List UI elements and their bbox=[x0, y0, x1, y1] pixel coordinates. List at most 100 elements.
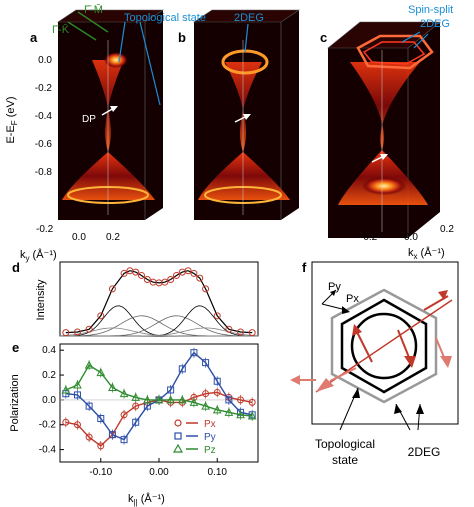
polarization-point-pz bbox=[189, 397, 199, 406]
polarization-y-tick-label: 0.0 bbox=[42, 395, 56, 406]
panel-label-e: e bbox=[12, 340, 19, 355]
spin-split-label: Spin-split bbox=[408, 4, 453, 16]
intensity-data-point bbox=[202, 285, 210, 293]
schematic-frame bbox=[311, 261, 459, 425]
polarization-point-py bbox=[167, 386, 175, 394]
polarization-point-py bbox=[120, 436, 128, 444]
ky-tick-2: 0.2 bbox=[106, 232, 120, 243]
intensity-data-point bbox=[97, 312, 105, 320]
polarization-y-tick-label: -0.2 bbox=[39, 420, 57, 431]
top-y-tick-0: 0.0 bbox=[38, 55, 52, 66]
intensity-data-point bbox=[225, 325, 233, 333]
schematic-spin-arrow-1-head bbox=[316, 378, 334, 392]
dp-arrow-b-head bbox=[243, 114, 251, 120]
arpes-c-bottom-glow bbox=[362, 177, 406, 195]
topological-state-label: Topological state bbox=[124, 12, 206, 24]
polarization-point-px bbox=[120, 411, 128, 419]
intensity-data-point bbox=[62, 329, 70, 337]
arpes-a-box bbox=[58, 10, 163, 220]
schematic-inner-hexagon bbox=[340, 298, 428, 394]
gamma-k-label: Γ̄-K̄ bbox=[52, 23, 70, 36]
polarization-point-py bbox=[213, 377, 221, 385]
ky-tick-0: -0.2 bbox=[36, 224, 54, 235]
topo-arrow-2 bbox=[139, 21, 161, 106]
arpes-panel-c bbox=[327, 21, 441, 238]
polarization-point-pz bbox=[236, 410, 245, 419]
schematic-2deg-pointer-1-head bbox=[394, 404, 402, 414]
polarization-point-px bbox=[132, 402, 140, 410]
polarization-point-px bbox=[248, 398, 256, 406]
legend-px-marker bbox=[174, 419, 182, 427]
polarization-point-px bbox=[73, 421, 81, 429]
polarization-point-px bbox=[202, 390, 210, 398]
intensity-data-point bbox=[73, 328, 81, 336]
kx-tick-1: 0.0 bbox=[404, 232, 418, 243]
intensity-data-point bbox=[184, 267, 192, 275]
polarization-point-px bbox=[237, 396, 245, 404]
dp-arrows bbox=[101, 106, 388, 163]
polarization-point-pz bbox=[224, 407, 234, 416]
polarization-point-py bbox=[108, 431, 116, 439]
polarization-point-pz bbox=[177, 395, 187, 404]
intensity-data-point bbox=[161, 278, 169, 286]
polarization-point-pz bbox=[119, 389, 129, 398]
top-y-tick-3: -0.6 bbox=[35, 139, 53, 150]
polarization-point-pz bbox=[154, 395, 164, 404]
schematic-spin-arrow-4-head bbox=[438, 290, 448, 300]
arpes-c-2deg-hex-inner bbox=[362, 41, 426, 65]
intensity-data-point bbox=[167, 275, 175, 283]
schematic-spin-arrow-6-head bbox=[290, 375, 300, 385]
kx-axis: -0.2 0.0 0.2 kx (Å⁻¹) bbox=[360, 224, 454, 261]
polarization-series bbox=[61, 347, 257, 451]
top-y-tick-2: -0.4 bbox=[35, 111, 53, 122]
kx-tick-0: -0.2 bbox=[360, 232, 378, 243]
top-y-axis-title: E-EF (eV) bbox=[5, 96, 19, 143]
intensity-data-point bbox=[143, 275, 151, 283]
legend-px-label: Px bbox=[204, 419, 216, 430]
polarization-ylabel: Polarization bbox=[9, 374, 21, 431]
schematic-py-arrow-head bbox=[330, 290, 336, 296]
arpes-c-upper-cone bbox=[350, 62, 420, 150]
panel-label-a: a bbox=[30, 30, 38, 45]
intensity-data-point bbox=[85, 325, 93, 333]
polarization-point-py bbox=[202, 359, 210, 367]
kx-tick-2: 0.2 bbox=[440, 224, 454, 235]
polarization-point-px bbox=[97, 442, 105, 450]
polarization-point-pz bbox=[212, 405, 222, 414]
intensity-data-points bbox=[62, 267, 256, 337]
gamma-m-arrow bbox=[77, 11, 109, 33]
polarization-x-tick-label: 0.10 bbox=[208, 467, 228, 478]
polarization-y-tick-label: 0.2 bbox=[42, 370, 56, 381]
schematic-spin-arrow-3-head bbox=[404, 356, 416, 368]
polarization-point-pz bbox=[108, 382, 117, 391]
polarization-point-py bbox=[190, 349, 198, 357]
intensity-data-point bbox=[196, 274, 204, 282]
polarization-point-px bbox=[213, 388, 221, 396]
polarization-point-pz bbox=[84, 360, 94, 369]
2deg-b-label: 2DEG bbox=[234, 12, 264, 24]
top-y-axis: 0.0 -0.2 -0.4 -0.6 -0.8 E-EF (eV) bbox=[5, 55, 52, 178]
schematic-2deg-pointer-2-head bbox=[416, 404, 424, 414]
polarization-line-pz bbox=[65, 364, 253, 417]
polarization-point-pz bbox=[247, 411, 257, 420]
panel-label-b: b bbox=[178, 30, 186, 45]
schematic-topological-label: Topological bbox=[315, 437, 375, 451]
schematic-outer-hexagon bbox=[330, 288, 438, 404]
polarization-point-py bbox=[97, 415, 105, 423]
panel-label-c: c bbox=[320, 30, 327, 45]
schematic-topological-label-2: state bbox=[332, 453, 358, 467]
ky-axis: -0.2 0.0 0.2 ky (Å⁻¹) bbox=[20, 224, 120, 263]
polarization-x-tick-label: 0.00 bbox=[149, 467, 169, 478]
ky-axis-title: ky (Å⁻¹) bbox=[20, 248, 57, 263]
polarization-point-py bbox=[73, 391, 81, 399]
polarization-point-pz bbox=[166, 395, 175, 404]
polarization-legend: Px Py Pz bbox=[172, 419, 216, 456]
schematic-spin-arrow-3 bbox=[397, 329, 411, 361]
dp-arrow-c-head bbox=[380, 154, 388, 160]
legend-pz-label: Pz bbox=[204, 445, 216, 456]
schematic-2deg-label: 2DEG bbox=[408, 445, 441, 459]
polarization-point-py bbox=[178, 365, 186, 373]
top-y-tick-1: -0.2 bbox=[35, 83, 53, 94]
polarization-y-ticks: 0.4 0.2 0.0 -0.2 -0.4 bbox=[39, 345, 64, 456]
schematic-py-label: Py bbox=[328, 281, 341, 293]
